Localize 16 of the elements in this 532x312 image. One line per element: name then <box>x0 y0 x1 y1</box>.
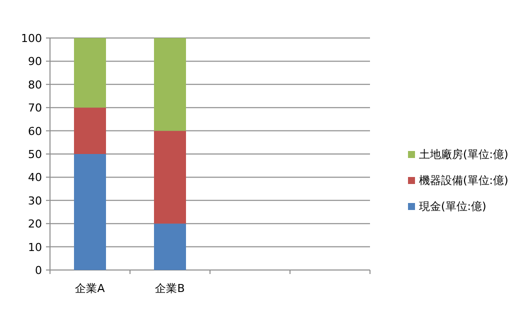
y-tick-label: 10 <box>28 240 42 254</box>
y-tick-label: 50 <box>28 148 42 161</box>
legend-label: 土地廠房(單位:億) <box>419 148 508 161</box>
y-tick-label: 60 <box>28 124 42 138</box>
legend-label: 機器設備(單位:億) <box>419 174 508 187</box>
y-tick-label: 0 <box>35 264 42 277</box>
y-tick-label: 30 <box>28 194 42 208</box>
x-tick-label: 企業B <box>155 282 185 295</box>
y-tick-label: 40 <box>28 171 42 184</box>
y-tick-label: 70 <box>28 102 42 115</box>
y-tick-label: 100 <box>21 32 42 45</box>
legend-label: 現金(單位:億) <box>419 200 486 213</box>
y-tick-label: 90 <box>28 55 42 68</box>
y-tick-label: 20 <box>28 218 42 231</box>
x-tick-label: 企業A <box>75 282 106 295</box>
y-tick-label: 80 <box>28 78 42 92</box>
